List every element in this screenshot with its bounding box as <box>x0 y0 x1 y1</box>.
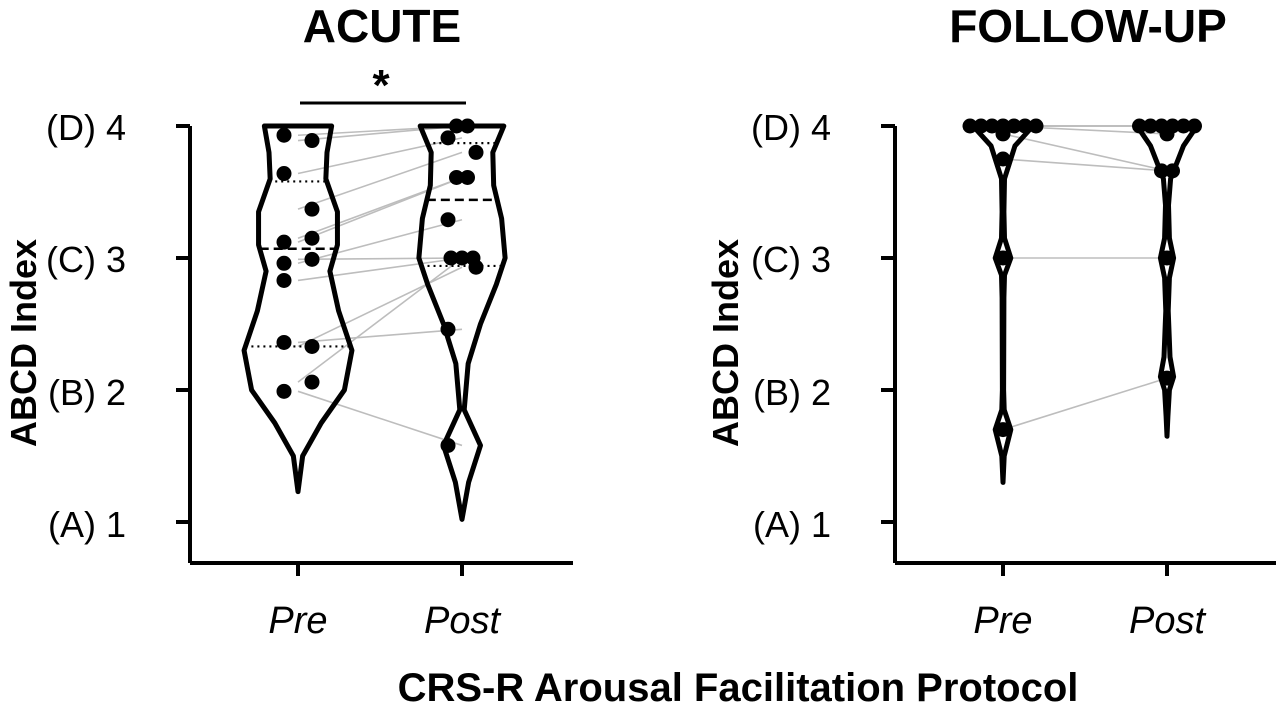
acute-point-post-5 <box>449 169 464 185</box>
follow-up-point-post-7 <box>1159 126 1175 142</box>
follow-up-point-pre-11 <box>995 422 1011 438</box>
acute-point-pre-9 <box>276 272 292 288</box>
acute-point-post-11 <box>440 321 456 337</box>
acute-point-post-13 <box>440 437 456 453</box>
follow-up-title: FOLLOW-UP <box>949 0 1227 52</box>
acute-point-pre-3 <box>276 166 292 182</box>
acute-title: ACUTE <box>303 0 461 52</box>
acute-point-post-8 <box>443 250 459 266</box>
acute-point-post-7 <box>440 212 456 228</box>
follow-up-point-post-5 <box>1176 118 1191 134</box>
acute-point-pre-11 <box>276 334 292 350</box>
acute-pair-line-8 <box>297 257 463 261</box>
acute-point-post-3 <box>440 130 456 146</box>
acute-y-tick-label-2: (B) 2 <box>48 372 126 413</box>
follow-up-y-axis-title: ABCD Index <box>705 239 746 447</box>
follow-up-point-post-10 <box>1159 250 1175 266</box>
acute-pair-line-13 <box>297 390 463 447</box>
acute-point-pre-12 <box>304 374 320 390</box>
acute-point-post-6 <box>460 169 475 185</box>
follow-up-point-pre-5 <box>1006 118 1022 134</box>
follow-up-panel: FOLLOW-UP ABCD Index (A) 1 (B) 2 (C) 3 (… <box>705 0 1276 642</box>
acute-point-pre-4 <box>304 201 320 217</box>
acute-violin-post <box>416 123 508 522</box>
acute-y-tick-label-4: (D) 4 <box>46 107 126 148</box>
follow-up-point-pre-8 <box>995 126 1011 142</box>
follow-up-point-post-2 <box>1143 118 1158 134</box>
follow-up-point-pre-3 <box>984 118 1000 134</box>
acute-point-pre-2 <box>304 133 320 149</box>
acute-point-pre-7 <box>276 255 292 271</box>
acute-point-pre-13 <box>276 383 292 399</box>
acute-panel: ACUTE ABCD Index (A) 1 (B) 2 (C) 3 (D) 4… <box>3 0 573 642</box>
follow-up-point-post-11 <box>1159 370 1175 386</box>
acute-point-pre-6 <box>304 230 320 246</box>
acute-pair-line-12 <box>297 257 463 383</box>
acute-point-pre-8 <box>304 251 320 267</box>
acute-y-tick-label-3: (C) 3 <box>46 239 126 280</box>
follow-up-point-pre-2 <box>973 118 989 134</box>
follow-up-point-post-9 <box>1165 163 1180 179</box>
acute-pair-line-7 <box>297 218 463 265</box>
acute-point-post-9 <box>454 250 470 266</box>
acute-pair-line-10 <box>297 266 463 348</box>
acute-y-tick-label-1: (A) 1 <box>48 504 126 545</box>
follow-up-point-post-1 <box>1132 118 1147 134</box>
acute-category-pre: Pre <box>268 600 327 642</box>
acute-point-post-2 <box>460 118 475 134</box>
follow-up-y-tick-label-1: (A) 1 <box>753 504 831 545</box>
follow-up-pair-line-8 <box>1002 133 1168 172</box>
follow-up-y-tick-label-4: (D) 4 <box>751 107 831 148</box>
follow-up-point-pre-10 <box>995 250 1011 266</box>
acute-violin-pre <box>241 123 355 495</box>
significance-star: * <box>372 61 390 110</box>
acute-point-pre-10 <box>304 338 320 354</box>
follow-up-category-post: Post <box>1129 600 1206 642</box>
acute-pair-line-4 <box>297 151 463 210</box>
acute-point-pre-5 <box>276 234 292 250</box>
follow-up-point-pre-1 <box>962 118 978 134</box>
follow-up-point-post-8 <box>1154 163 1169 179</box>
acute-category-post: Post <box>424 600 501 642</box>
acute-point-pre-1 <box>276 127 292 143</box>
acute-point-post-12 <box>465 250 481 266</box>
follow-up-category-pre: Pre <box>973 600 1032 642</box>
follow-up-pair-line-9 <box>1002 158 1168 172</box>
acute-pair-line-9 <box>297 257 463 282</box>
follow-up-y-tick-label-2: (B) 2 <box>753 372 831 413</box>
acute-y-axis-title: ABCD Index <box>3 239 44 447</box>
acute-point-post-4 <box>468 144 484 160</box>
follow-up-point-post-6 <box>1187 118 1202 134</box>
follow-up-y-tick-label-3: (C) 3 <box>751 239 831 280</box>
acute-point-post-1 <box>449 118 464 134</box>
acute-pair-line-6 <box>297 176 463 239</box>
follow-up-pair-line-11 <box>1002 377 1168 431</box>
x-axis-title: CRS-R Arousal Facilitation Protocol <box>398 666 1079 707</box>
follow-up-point-pre-9 <box>995 151 1011 167</box>
follow-up-point-pre-7 <box>1028 118 1044 134</box>
acute-pair-line-3 <box>297 137 463 175</box>
follow-up-point-pre-6 <box>1017 118 1033 134</box>
acute-pair-line-11 <box>297 328 463 344</box>
